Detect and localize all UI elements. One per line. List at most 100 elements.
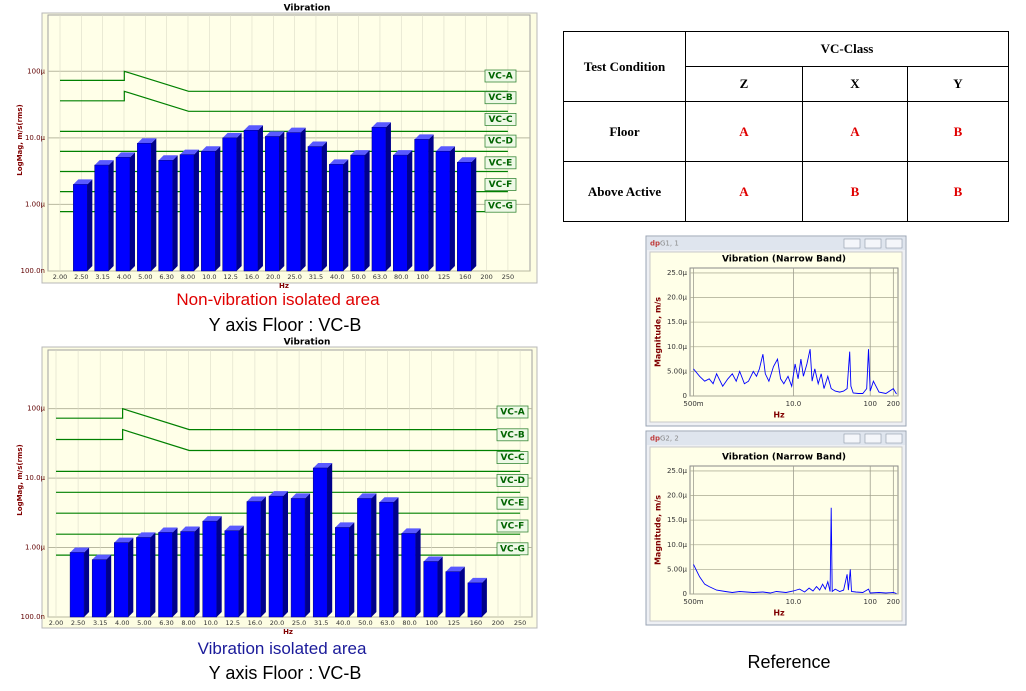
bar	[445, 571, 461, 618]
y-axis-title: LogMag, m/s(rms)	[16, 104, 24, 175]
x-tick-label: 20.0	[266, 273, 280, 281]
x-tick-label: 100	[864, 598, 877, 606]
y-tick-label: 5.00µ	[667, 367, 688, 375]
caption: Y axis Floor : VC-B	[208, 663, 362, 683]
bar	[224, 530, 240, 618]
x-tick-label: 6.30	[159, 273, 173, 281]
vc-criterion-line	[56, 428, 521, 452]
window-title: G1, 1	[660, 240, 679, 248]
x-tick-label: 2.00	[49, 619, 63, 627]
x-tick-label: 63.0	[373, 273, 387, 281]
bar	[179, 154, 195, 272]
bar-depth	[321, 141, 327, 271]
x-tick-label: 12.5	[223, 273, 237, 281]
x-axis-title: Hz	[279, 282, 289, 290]
bar-depth	[150, 532, 156, 617]
bar	[268, 495, 284, 618]
bar-depth	[128, 537, 134, 617]
bar	[202, 520, 217, 618]
table-header: Test Condition	[563, 31, 686, 102]
bar-depth	[193, 149, 199, 271]
vc-label-box	[484, 156, 517, 170]
column-header: Z	[685, 66, 803, 102]
y-tick-label: 10.0µ	[667, 343, 688, 351]
chart-title: Vibration (Narrow Band)	[722, 255, 846, 265]
x-tick-label: 160	[470, 619, 482, 627]
bar	[393, 154, 408, 272]
window-button[interactable]	[864, 433, 882, 444]
y-tick-label: 100µ	[27, 67, 45, 75]
vc-criterion-line	[60, 90, 508, 112]
y-tick-label: 20.0µ	[667, 294, 688, 302]
y-axis-title: Magnitude, m/s	[654, 297, 663, 367]
bar-depth	[283, 491, 288, 617]
bar-depth	[260, 496, 266, 617]
bar	[246, 501, 262, 618]
bar-depth	[94, 160, 114, 166]
window-button[interactable]	[864, 238, 882, 249]
x-tick-label: 5.00	[137, 619, 151, 627]
bar-depth	[313, 462, 333, 468]
bar	[423, 561, 438, 618]
bar	[222, 137, 237, 272]
bar-depth	[471, 157, 477, 271]
vc-label-box	[484, 199, 517, 213]
y-tick-label: 20.0µ	[667, 492, 688, 500]
bar-depth	[335, 522, 355, 528]
bar-depth	[236, 132, 242, 271]
window-button[interactable]	[843, 433, 861, 444]
x-tick-label: 50.0	[351, 273, 365, 281]
vc-label-box	[496, 405, 529, 419]
vc-label-box	[484, 134, 517, 148]
vc-criterion-line	[60, 70, 508, 92]
bar-depth	[70, 547, 90, 553]
bar-depth	[414, 134, 434, 140]
vc-label-box	[496, 451, 529, 465]
bar-depth	[243, 125, 263, 131]
window-button[interactable]	[885, 433, 903, 444]
caption: Vibration isolated area	[197, 639, 367, 658]
bar	[115, 157, 131, 272]
bar-depth	[305, 493, 311, 617]
bar-depth	[415, 528, 421, 617]
x-tick-label: 25.0	[287, 273, 301, 281]
bar-depth	[379, 497, 399, 503]
bar-depth	[115, 152, 135, 158]
bar-depth	[201, 146, 221, 152]
y-tick-label: 10.0µ	[25, 134, 46, 142]
y-tick-label: 25.0µ	[667, 467, 688, 475]
bar-depth	[286, 127, 306, 133]
bar	[201, 150, 216, 272]
bar	[286, 132, 301, 272]
bar	[401, 533, 416, 618]
bar	[357, 498, 372, 618]
y-tick-label: 0	[683, 392, 687, 400]
x-tick-label: 10.0	[786, 400, 802, 408]
bar-depth	[180, 526, 200, 532]
x-axis-title: Hz	[773, 411, 785, 420]
bar-depth	[92, 554, 112, 560]
row-header: Floor	[563, 101, 686, 162]
window-button[interactable]	[843, 238, 861, 249]
chart-title: Vibration	[284, 338, 331, 348]
y-tick-label: 100.0n	[21, 613, 45, 621]
x-tick-label: 250	[502, 273, 514, 281]
x-tick-label: 3.15	[93, 619, 107, 627]
bar-depth	[371, 122, 391, 128]
x-tick-label: 25.0	[292, 619, 306, 627]
bar-depth	[257, 125, 263, 271]
window-button[interactable]	[885, 238, 903, 249]
bar-depth	[279, 131, 285, 271]
x-tick-label: 125	[448, 619, 460, 627]
x-tick-label: 200	[492, 619, 504, 627]
bar	[243, 130, 259, 272]
x-tick-label: 20.0	[270, 619, 284, 627]
vc-label: VC-C	[500, 453, 525, 463]
y-tick-label: 0	[683, 590, 687, 598]
x-tick-label: 4.00	[117, 273, 131, 281]
bar	[312, 467, 328, 618]
x-tick-label: 5.00	[138, 273, 152, 281]
bar-depth	[246, 496, 266, 502]
bar	[335, 527, 350, 618]
x-tick-label: 16.0	[245, 273, 259, 281]
